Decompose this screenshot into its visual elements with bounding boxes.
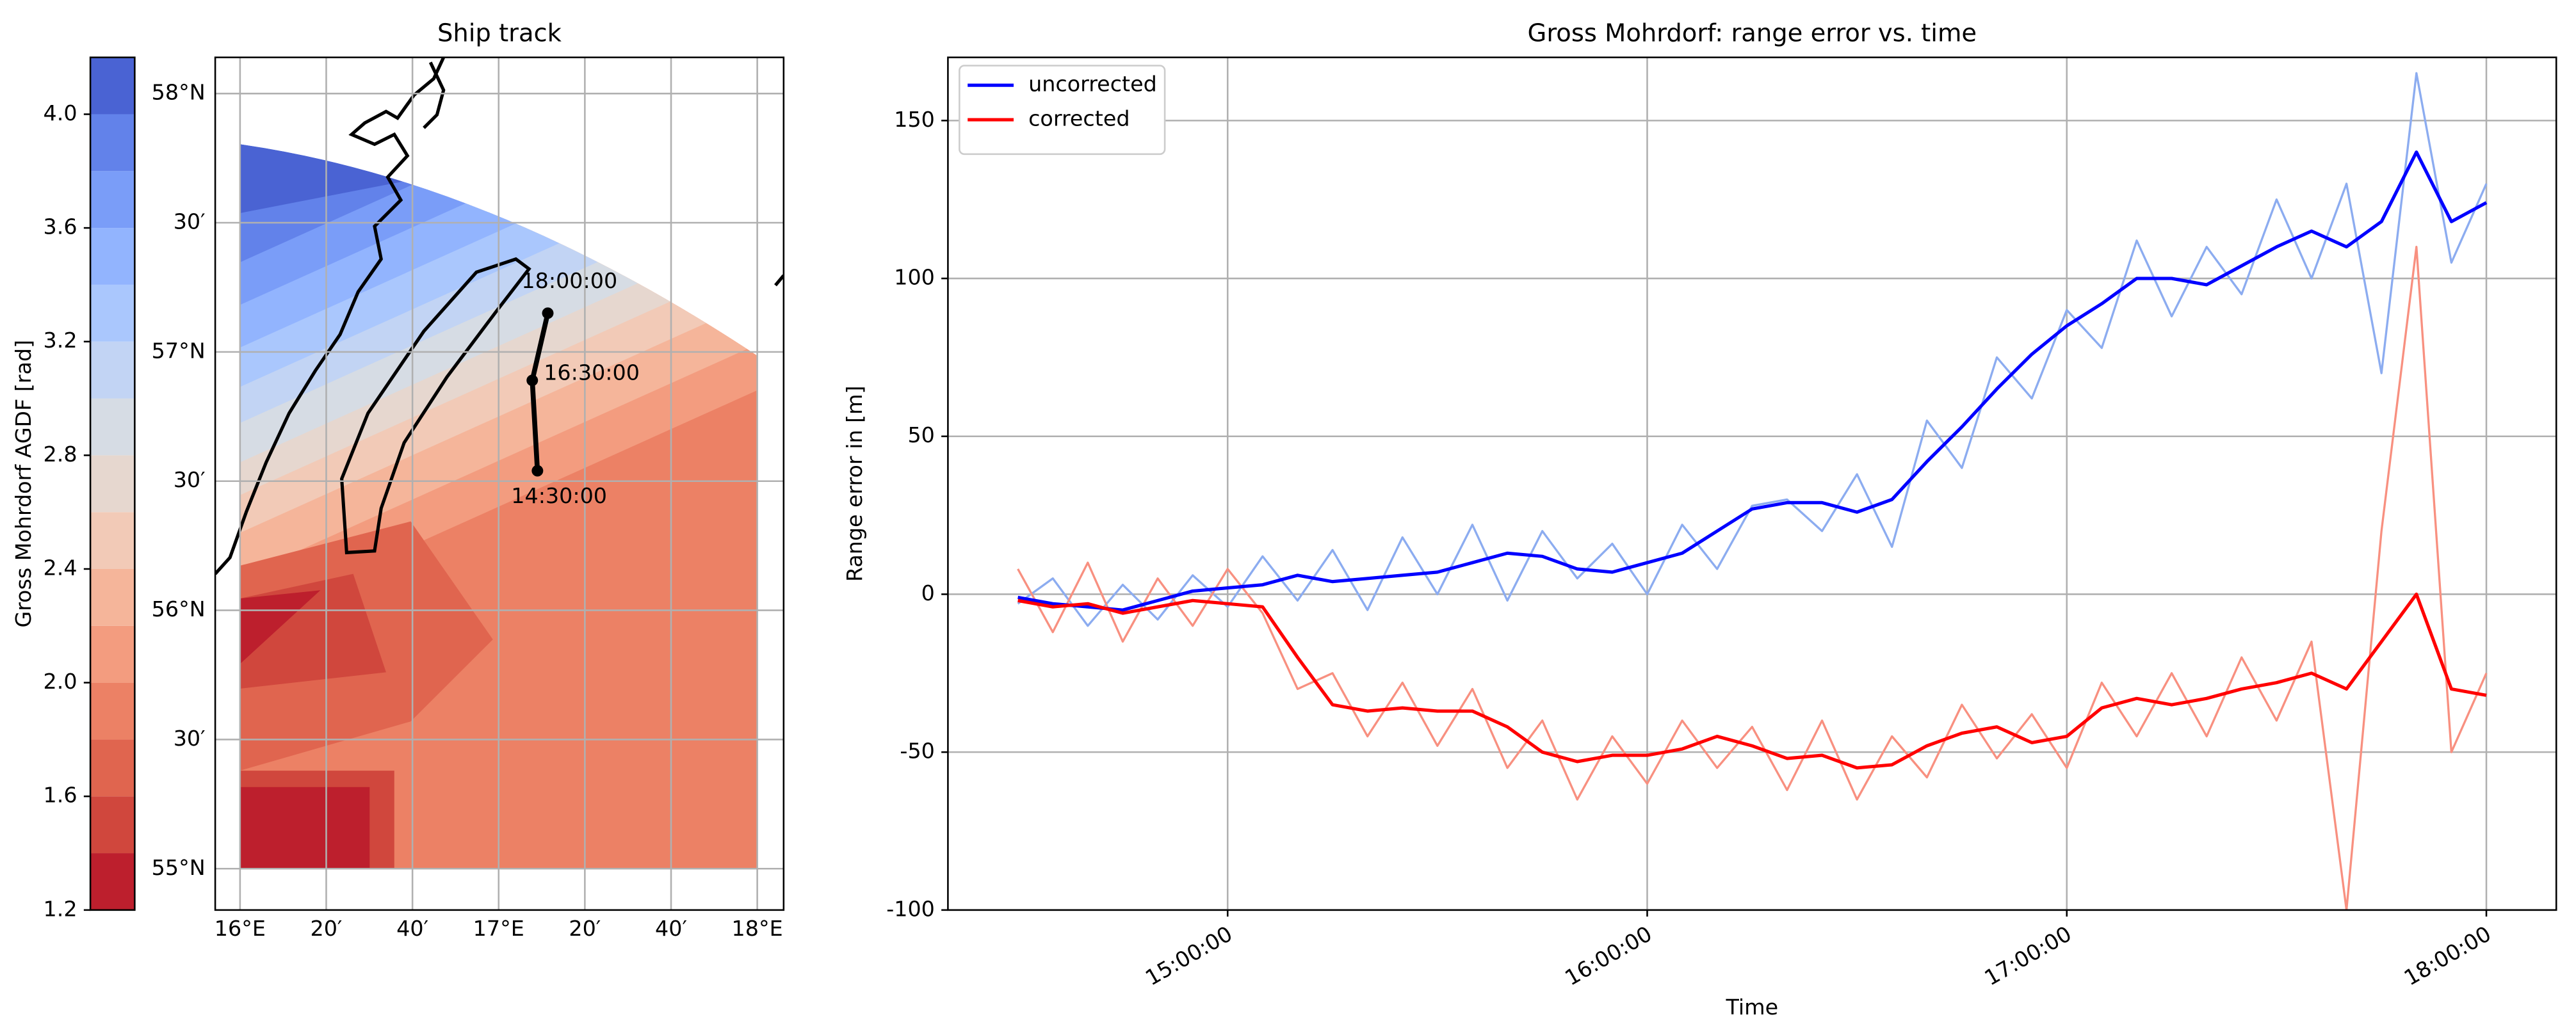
y-tick-label: 100 [894, 265, 935, 290]
map-frame [214, 56, 785, 911]
legend-label: corrected [1028, 106, 1130, 131]
colorbar-tick-label: 1.2 [44, 896, 77, 921]
colorbar-band [90, 455, 135, 513]
y-tick-label: 0 [921, 581, 935, 605]
colorbar-band [90, 568, 135, 626]
y-tick-label: 57°N [152, 338, 206, 363]
y-tick-label: -100 [886, 896, 935, 921]
track-label: 14:30:00 [511, 483, 607, 508]
x-tick-label: 40′ [655, 916, 687, 941]
contour-band [239, 787, 370, 869]
y-tick-label: 55°N [152, 855, 206, 880]
x-tick-label: 17:00:00 [1980, 921, 2075, 991]
y-tick-label: 30′ [174, 467, 206, 492]
x-tick-label: 16:00:00 [1560, 921, 1656, 991]
y-tick-label: 30′ [174, 726, 206, 751]
y-tick-label: 56°N [152, 597, 206, 621]
contour-band [239, 590, 321, 664]
track-point [526, 374, 539, 387]
y-axis-label: Range error in [m] [842, 385, 867, 582]
plot-area [1017, 72, 2488, 910]
colorbar-tick-label: 1.6 [44, 783, 77, 808]
colorbar-band [90, 625, 135, 683]
x-tick-label: 15:00:00 [1141, 921, 1236, 991]
coast-mainland [215, 57, 446, 575]
coast-gotland [774, 274, 784, 287]
colorbar-band [90, 228, 135, 285]
coast-island [340, 257, 531, 555]
series-line [1017, 246, 2488, 910]
colorbar-tick-label: 3.2 [44, 328, 77, 353]
contour-field [239, 144, 757, 869]
legend-label: uncorrected [1028, 72, 1157, 97]
colorbar-label: Gross Mohrdorf AGDF [rad] [11, 340, 36, 628]
x-tick-label: 40′ [396, 916, 428, 941]
colorbar-band [90, 398, 135, 456]
x-tick-label: 17°E [473, 916, 524, 941]
chart-title: Gross Mohrdorf: range error vs. time [1528, 19, 1977, 47]
x-tick-label: 18°E [732, 916, 783, 941]
colorbar-band [90, 114, 135, 172]
colorbar-tick-label: 2.0 [44, 669, 77, 694]
y-tick-label: 150 [894, 107, 935, 132]
contour-band [239, 144, 757, 262]
y-tick-label: 50 [907, 422, 934, 447]
track-point [531, 465, 544, 477]
x-tick-label: 20′ [569, 916, 601, 941]
coast-islands [423, 61, 446, 129]
plot-frame [947, 56, 2557, 911]
track-label: 16:30:00 [544, 360, 640, 385]
y-tick-label: -50 [900, 739, 934, 764]
colorbar-band [90, 853, 135, 910]
x-tick-label: 20′ [310, 916, 342, 941]
track-point [542, 307, 554, 319]
colorbar-band [90, 682, 135, 740]
series-line [1017, 150, 2488, 612]
colorbar-band [90, 739, 135, 797]
colorbar-frame [89, 56, 136, 911]
x-tick-label: 16°E [215, 916, 266, 941]
colorbar-band [90, 796, 135, 854]
coastline [215, 57, 784, 575]
colorbar-band [90, 57, 135, 115]
series-line [1017, 592, 2487, 770]
colorbar-band [90, 512, 135, 569]
colorbar-band [90, 284, 135, 342]
y-tick-label: 30′ [174, 209, 206, 234]
colorbar-band [90, 341, 135, 399]
colorbar-tick-label: 3.6 [44, 214, 77, 239]
x-tick-label: 18:00:00 [2400, 921, 2495, 991]
y-tick-label: 58°N [152, 80, 206, 105]
series-line [1017, 72, 2488, 627]
colorbar-band [90, 171, 135, 228]
track-label: 18:00:00 [521, 268, 617, 293]
map-title: Ship track [437, 19, 562, 47]
colorbar-tick-label: 2.8 [44, 442, 77, 467]
colorbar-tick-label: 2.4 [44, 555, 77, 580]
legend-box [959, 65, 1166, 156]
x-axis-label: Time [1726, 995, 1779, 1020]
colorbar-tick-label: 4.0 [44, 100, 77, 125]
